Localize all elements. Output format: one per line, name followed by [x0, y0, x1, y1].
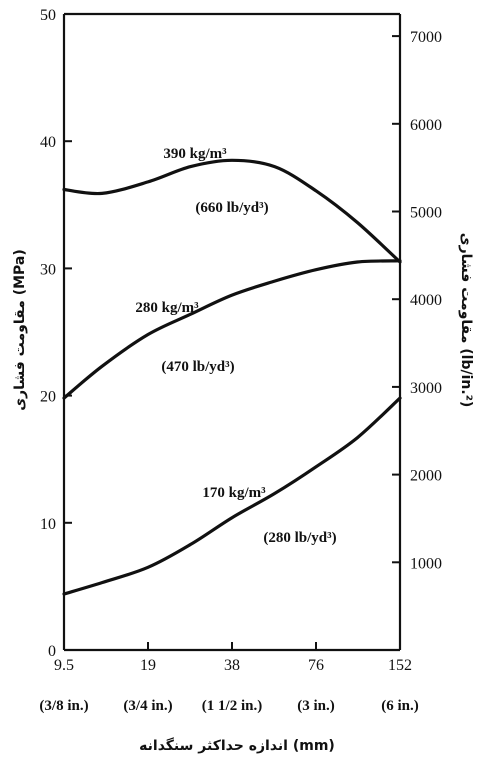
left-tick-label: 30 — [40, 261, 56, 278]
right-tick-label: 1000 — [410, 555, 442, 572]
series-390-line — [62, 158, 402, 264]
y-axis-title-right: مقاومت فشاری (lb/in.²) — [458, 233, 474, 407]
x-tick-sublabel: (1 1/2 in.) — [202, 698, 262, 714]
right-tick-label: 2000 — [410, 468, 442, 485]
x-tick-sublabel: (3 in.) — [297, 698, 335, 714]
right-tick-label: 7000 — [410, 29, 442, 46]
right-tick-label: 5000 — [410, 205, 442, 222]
x-tick-label: 9.5 — [54, 657, 74, 674]
x-axis-title: اندازه حداکثر سنگدانه (mm) — [139, 737, 335, 754]
series-170-sublabel: (280 lb/yd³) — [263, 530, 336, 546]
left-tick-label: 20 — [40, 389, 56, 406]
x-tick-label: 19 — [140, 657, 156, 674]
x-tick-sublabel: (3/8 in.) — [39, 698, 88, 714]
series-170-line — [62, 396, 402, 596]
right-tick-label: 4000 — [410, 292, 442, 309]
series-280-sublabel: (470 lb/yd³) — [161, 359, 234, 375]
left-tick-label: 40 — [40, 134, 56, 151]
x-tick-sublabel: (6 in.) — [381, 698, 419, 714]
y-axis-title-left: مقاومت فشاری (MPa) — [12, 249, 28, 411]
x-tick-label: 38 — [224, 657, 240, 674]
right-tick-label: 3000 — [410, 380, 442, 397]
series-280-label: 280 kg/m³ — [135, 300, 199, 316]
left-tick-label: 50 — [40, 7, 56, 24]
x-tick-sublabel: (3/4 in.) — [123, 698, 172, 714]
series-280-line — [62, 259, 402, 400]
x-tick-label: 76 — [308, 657, 324, 674]
left-tick-label: 10 — [40, 516, 56, 533]
series-390-label: 390 kg/m³ — [163, 146, 227, 162]
left-tick-label: 0 — [48, 643, 56, 660]
right-tick-label: 6000 — [410, 117, 442, 134]
series-170-label: 170 kg/m³ — [202, 485, 266, 501]
series-390-sublabel: (660 lb/yd³) — [195, 200, 268, 216]
x-tick-label: 152 — [388, 657, 412, 674]
